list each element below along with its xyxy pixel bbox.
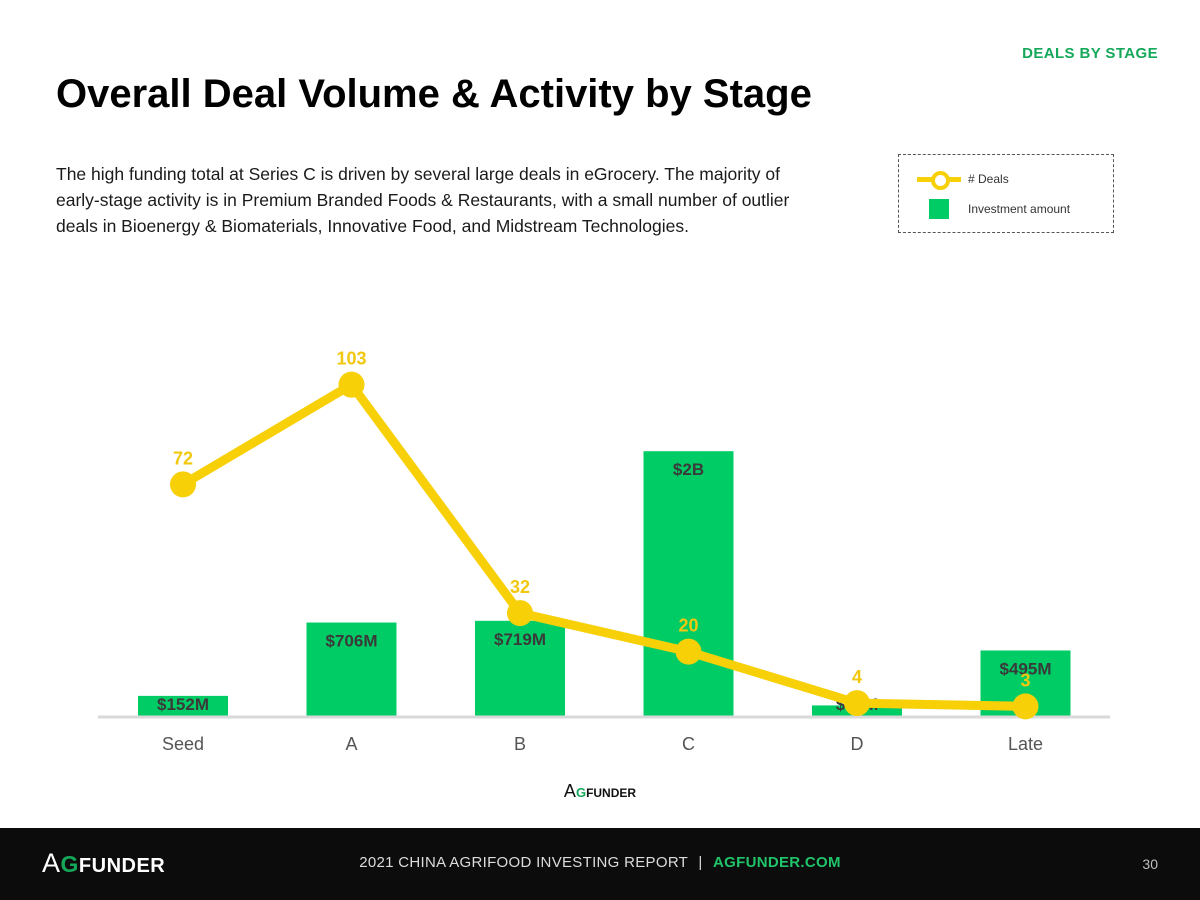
deals-point-a xyxy=(338,371,365,398)
intro-paragraph: The high funding total at Series C is dr… xyxy=(56,164,790,236)
page-title: Overall Deal Volume & Activity by Stage xyxy=(56,72,812,116)
deal-volume-chart: SeedABCDLate$152M$706M$719M$2B$80M$495M7… xyxy=(98,349,1110,754)
footer-site-link[interactable]: AGFUNDER.COM xyxy=(713,854,841,871)
deals-value-label-c: 20 xyxy=(678,616,698,636)
x-tick-label-a: A xyxy=(345,734,357,754)
footer-separator: | xyxy=(698,854,703,871)
deals-point-late xyxy=(1012,693,1039,720)
legend-label-investment: Investment amount xyxy=(968,202,1071,216)
legend-item-investment: Investment amount xyxy=(917,199,1070,219)
line-marker-icon xyxy=(917,169,961,190)
footer-report-line: 2021 CHINA AGRIFOOD INVESTING REPORT | A… xyxy=(0,854,1200,871)
deals-point-b xyxy=(507,600,533,627)
bar-b xyxy=(475,620,565,716)
bar-swatch-icon xyxy=(929,199,949,219)
section-tag: DEALS BY STAGE xyxy=(1022,45,1158,62)
footer-report-title: 2021 CHINA AGRIFOOD INVESTING REPORT xyxy=(359,854,688,871)
footer-logo: AGFUNDER xyxy=(42,848,166,878)
deals-point-c xyxy=(675,638,702,665)
x-tick-label-c: C xyxy=(682,734,695,754)
legend-item-deals: # Deals xyxy=(917,169,1009,190)
deals-point-d xyxy=(844,690,870,717)
bar-a xyxy=(306,622,397,716)
x-tick-label-late: Late xyxy=(1008,734,1043,754)
bar-value-label-a: $706M xyxy=(326,632,378,651)
deals-line xyxy=(178,380,1030,711)
footer-bar: AGFUNDER 2021 CHINA AGRIFOOD INVESTING R… xyxy=(0,828,1200,900)
deals-point-seed xyxy=(170,471,196,498)
page-number: 30 xyxy=(1142,856,1158,872)
x-tick-label-d: D xyxy=(851,734,864,754)
bar-value-label-late: $495M xyxy=(1000,659,1052,678)
bar-seed xyxy=(138,695,228,716)
x-tick-label-seed: Seed xyxy=(162,734,204,754)
deals-value-label-late: 3 xyxy=(1020,670,1030,690)
deals-value-label-seed: 72 xyxy=(173,448,193,468)
chart-legend: # Deals Investment amount xyxy=(898,154,1114,233)
bar-value-label-b: $719M xyxy=(494,630,546,649)
bar-value-label-seed: $152M xyxy=(157,695,209,714)
deals-value-label-b: 32 xyxy=(510,577,530,597)
bar-value-label-c: $2B xyxy=(673,460,704,479)
legend-label-deals: # Deals xyxy=(968,172,1009,186)
bar-c xyxy=(643,451,734,716)
agfunder-watermark-logo: AGFUNDER xyxy=(563,781,637,801)
deals-value-label-d: 4 xyxy=(852,667,862,687)
deals-value-label-a: 103 xyxy=(336,349,366,369)
x-tick-label-b: B xyxy=(514,734,526,754)
